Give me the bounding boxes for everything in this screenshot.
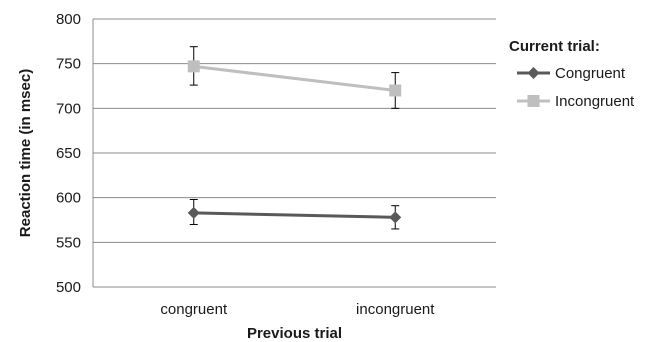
series-line-incongruent (193, 64, 396, 92)
error-bars (189, 46, 400, 230)
y-tick-label: 750 (56, 56, 81, 73)
y-tick-labels: 500 550 600 650 700 750 800 (56, 11, 81, 296)
data-point-incongruent (389, 84, 402, 97)
series-lines (193, 64, 396, 219)
legend-items: Congruent Incongruent (517, 65, 635, 110)
data-point-congruent (389, 211, 402, 224)
y-tick-label: 600 (56, 190, 81, 207)
x-tick-label: congruent (160, 301, 228, 318)
y-tick-label: 700 (56, 100, 81, 117)
legend-marker (527, 67, 540, 79)
y-tick-label: 550 (56, 234, 81, 251)
axes (92, 19, 496, 288)
legend-marker (527, 95, 540, 107)
legend: Current trial: Congruent Incongruent (509, 38, 635, 110)
x-tick-label: incongruent (356, 301, 435, 318)
gridlines (93, 18, 496, 243)
y-tick-label: 650 (56, 145, 81, 162)
y-tick-label: 800 (56, 11, 81, 28)
y-axis-title: Reaction time (in msec) (17, 69, 34, 237)
legend-label: Congruent (555, 65, 626, 82)
legend-label: Incongruent (555, 93, 635, 110)
series-markers (187, 60, 402, 224)
x-axis-title: Previous trial (247, 325, 342, 342)
y-tick-label: 500 (56, 279, 81, 296)
data-point-incongruent (187, 60, 200, 73)
data-point-congruent (187, 206, 200, 219)
x-tick-labels: congruent incongruent (160, 301, 435, 318)
series-line-congruent (193, 211, 396, 219)
legend-title: Current trial: (509, 38, 600, 55)
